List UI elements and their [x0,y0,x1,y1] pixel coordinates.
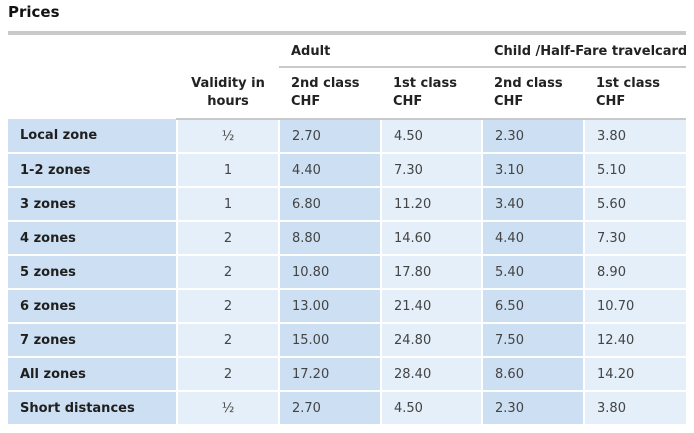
child-1st-cell: 10.70 [584,289,687,324]
child-1st-cell: 7.30 [584,221,687,256]
validity-cell: ½ [177,119,280,154]
child-1st-cell: 14.20 [584,357,687,392]
adult-1st-cell: 28.40 [381,357,484,392]
zone-cell: Short distances [8,391,178,426]
table-row: 1-2 zones 1 4.40 7.30 3.10 5.10 [8,153,687,188]
zone-cell: 3 zones [8,187,178,222]
table-row: All zones 2 17.20 28.40 8.60 14.20 [8,357,687,392]
table-row: 5 zones 2 10.80 17.80 5.40 8.90 [8,255,687,290]
zone-cell: Local zone [8,119,178,154]
header-child-1st-class: 1st class CHF [584,67,687,120]
adult-2nd-cell: 17.20 [279,357,382,392]
adult-1st-cell: 4.50 [381,391,484,426]
adult-1st-cell: 24.80 [381,323,484,358]
table-row: Local zone ½ 2.70 4.50 2.30 3.80 [8,119,687,154]
table-row: 3 zones 1 6.80 11.20 3.40 5.60 [8,187,687,222]
adult-1st-cell: 11.20 [381,187,484,222]
adult-1st-cell: 7.30 [381,153,484,188]
adult-2nd-cell: 10.80 [279,255,382,290]
header-validity: Validity in hours [177,67,279,120]
header-child-2nd-class: 2nd class CHF [482,67,585,120]
child-2nd-cell: 3.10 [482,153,586,188]
child-2nd-cell: 4.40 [482,221,586,256]
prices-table: Adult Child /Half-Fare travelcard Validi… [8,36,687,426]
zone-cell: 5 zones [8,255,178,290]
zone-cell: 7 zones [8,323,178,358]
adult-2nd-cell: 13.00 [279,289,382,324]
adult-1st-cell: 4.50 [381,119,484,154]
zone-cell: All zones [8,357,178,392]
header-adult: Adult [279,36,483,68]
adult-2nd-cell: 2.70 [279,391,382,426]
zone-cell: 6 zones [8,289,178,324]
child-1st-cell: 5.10 [584,153,687,188]
adult-1st-cell: 14.60 [381,221,484,256]
validity-cell: 2 [177,323,280,358]
title-divider [8,31,686,35]
child-1st-cell: 3.80 [584,391,687,426]
header-row-groups: Adult Child /Half-Fare travelcard [8,36,687,68]
zone-cell: 4 zones [8,221,178,256]
table-row: 7 zones 2 15.00 24.80 7.50 12.40 [8,323,687,358]
page-title: Prices [8,3,60,21]
validity-cell: 1 [177,153,280,188]
validity-cell: 2 [177,357,280,392]
child-1st-cell: 8.90 [584,255,687,290]
adult-2nd-cell: 6.80 [279,187,382,222]
validity-cell: 2 [177,289,280,324]
adult-1st-cell: 17.80 [381,255,484,290]
adult-2nd-cell: 8.80 [279,221,382,256]
header-adult-1st-class: 1st class CHF [381,67,483,120]
adult-2nd-cell: 15.00 [279,323,382,358]
child-2nd-cell: 3.40 [482,187,586,222]
validity-cell: 1 [177,187,280,222]
child-1st-cell: 12.40 [584,323,687,358]
child-2nd-cell: 8.60 [482,357,586,392]
child-2nd-cell: 2.30 [482,391,586,426]
child-2nd-cell: 5.40 [482,255,586,290]
validity-cell: 2 [177,255,280,290]
child-2nd-cell: 2.30 [482,119,586,154]
table-row: 6 zones 2 13.00 21.40 6.50 10.70 [8,289,687,324]
child-1st-cell: 3.80 [584,119,687,154]
child-2nd-cell: 6.50 [482,289,586,324]
validity-cell: ½ [177,391,280,426]
child-2nd-cell: 7.50 [482,323,586,358]
zone-cell: 1-2 zones [8,153,178,188]
header-child: Child /Half-Fare travelcard [482,36,687,68]
child-1st-cell: 5.60 [584,187,687,222]
table-row: Short distances ½ 2.70 4.50 2.30 3.80 [8,391,687,426]
header-adult-2nd-class: 2nd class CHF [279,67,381,120]
adult-2nd-cell: 2.70 [279,119,382,154]
adult-2nd-cell: 4.40 [279,153,382,188]
adult-1st-cell: 21.40 [381,289,484,324]
header-row-columns: Validity in hours 2nd class CHF 1st clas… [8,67,687,120]
table-row: 4 zones 2 8.80 14.60 4.40 7.30 [8,221,687,256]
validity-cell: 2 [177,221,280,256]
